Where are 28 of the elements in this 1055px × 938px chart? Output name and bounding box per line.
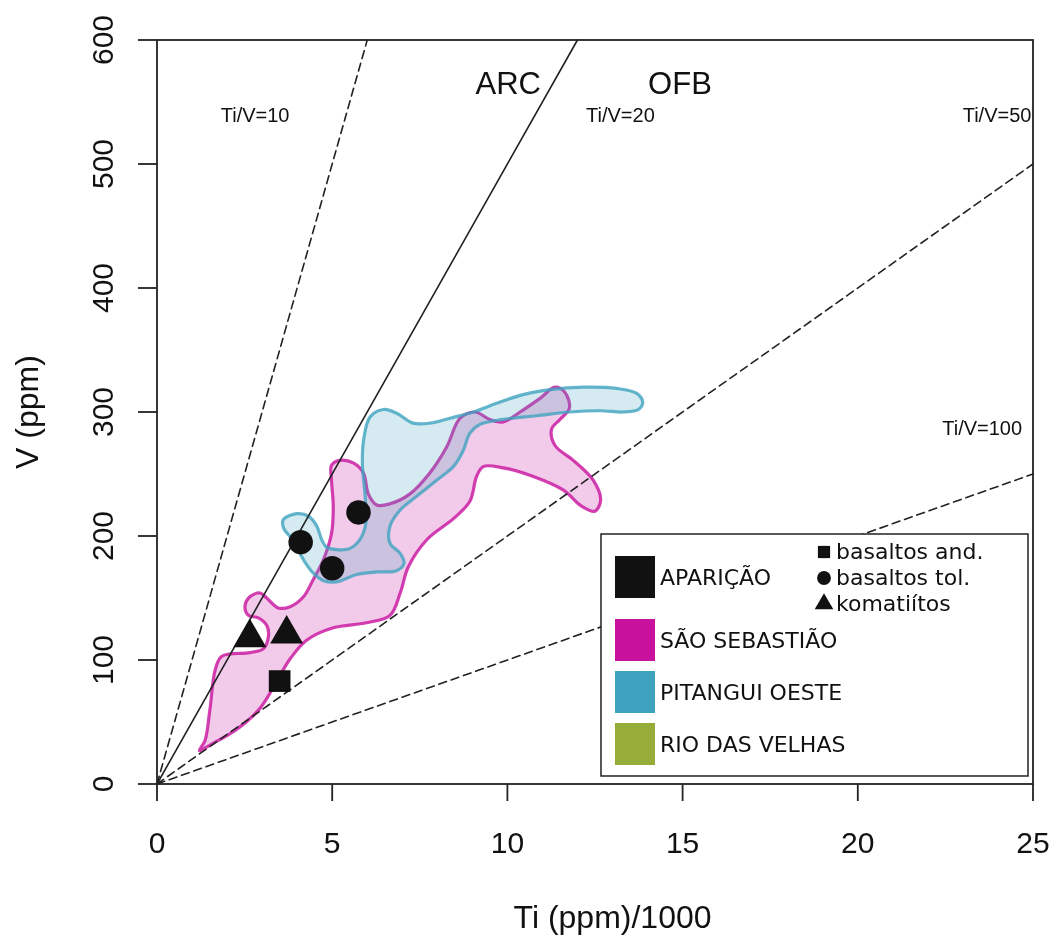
annotation: Ti/V=100 (942, 416, 1023, 439)
x-tick-label: 10 (490, 825, 525, 859)
y-tick-label: 0 (85, 775, 119, 793)
y-tick-label: 200 (85, 510, 119, 562)
annotation: Ti/V=20 (586, 104, 655, 127)
x-axis-title: Ti (ppm)/1000 (513, 899, 712, 935)
x-tick-label: 25 (1016, 825, 1050, 859)
y-tick-label: 100 (85, 634, 119, 686)
legend-label: SÃO SEBASTIÃO (660, 626, 838, 653)
x-tick-label: 20 (841, 825, 875, 859)
legend-label: basaltos and. (836, 538, 984, 564)
x-tick-label: 15 (665, 825, 700, 859)
y-tick-label: 400 (85, 262, 119, 314)
x-tick-label: 0 (148, 825, 166, 859)
y-tick-label: 500 (85, 138, 119, 190)
x-tick-label: 5 (323, 825, 341, 859)
annotation: Ti/V=50 (962, 104, 1032, 127)
legend-label: RIO DAS VELHAS (660, 731, 846, 757)
legend-label: PITANGUI OESTE (660, 679, 843, 705)
y-axis-title: V (ppm) (9, 355, 45, 469)
annotation: ARC (475, 65, 541, 101)
y-tick-label: 600 (85, 14, 119, 66)
y-tick-label: 300 (85, 386, 119, 438)
annotation: Ti/V=10 (220, 104, 290, 127)
annotation: OFB (648, 65, 712, 101)
legend-label: basaltos tol. (836, 564, 971, 590)
legend-label: komatiítos (836, 590, 951, 616)
legend-label: APARIÇÃO (660, 563, 772, 590)
